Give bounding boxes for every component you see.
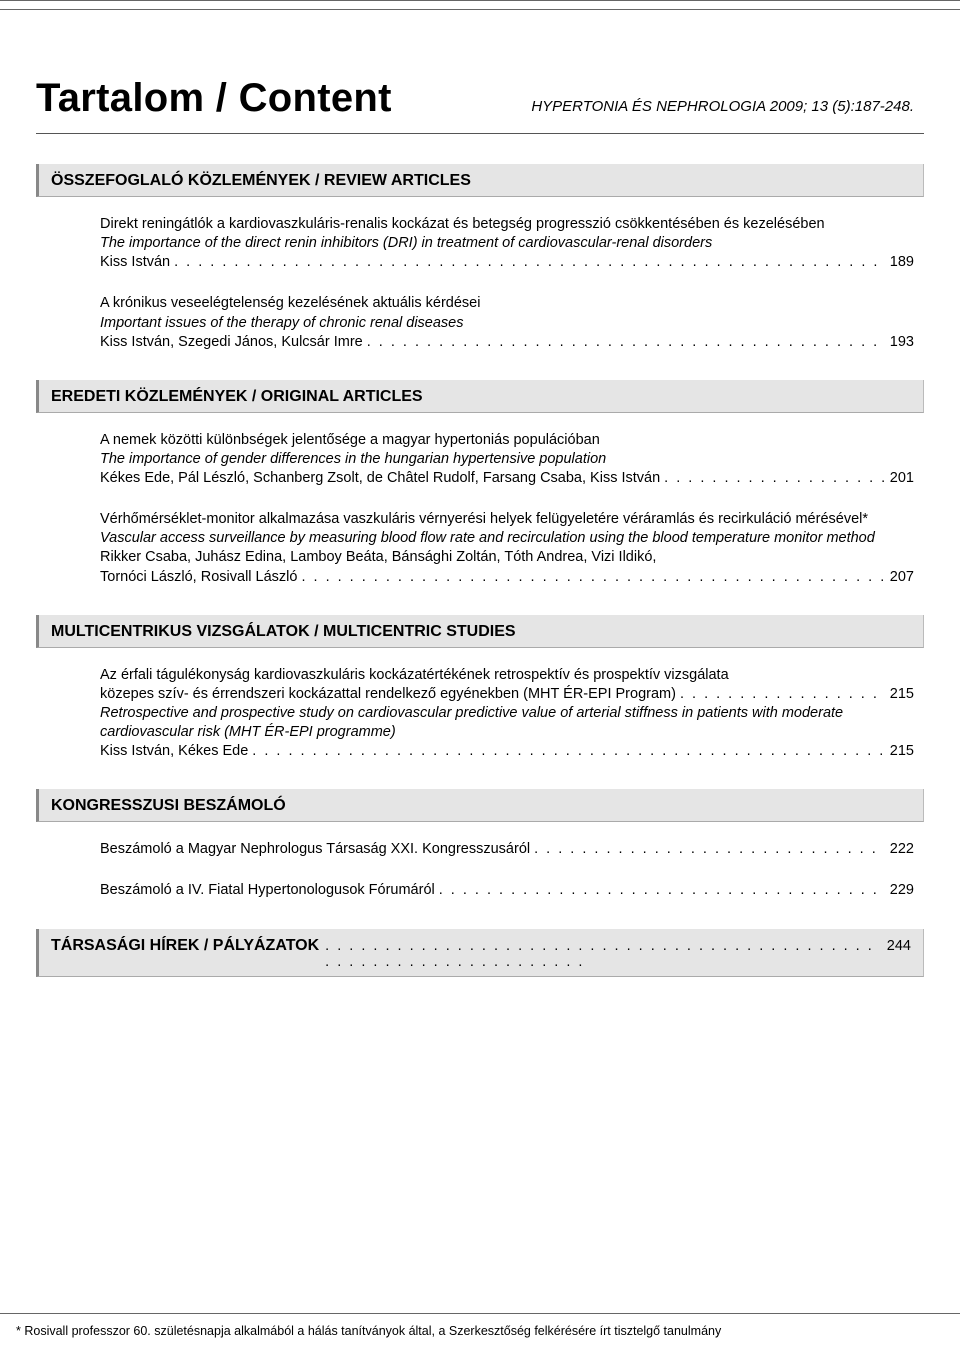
leader-lead-text: Kiss István, Szegedi János, Kulcsár Imre: [100, 333, 363, 352]
leader-row: Kiss István. . . . . . . . . . . . . . .…: [100, 253, 914, 272]
leader-dots: . . . . . . . . . . . . . . . . . . . . …: [297, 568, 883, 587]
entry-line: Rikker Csaba, Juhász Edina, Lamboy Beáta…: [100, 548, 914, 567]
toc-entry: Direkt reningátlók a kardiovaszkuláris-r…: [100, 215, 914, 272]
section-entries: Beszámoló a Magyar Nephrologus Társaság …: [0, 822, 960, 900]
section-header: ÖSSZEFOGLALÓ KÖZLEMÉNYEK / REVIEW ARTICL…: [36, 164, 924, 197]
section-heading-text: EREDETI KÖZLEMÉNYEK / ORIGINAL ARTICLES: [51, 388, 423, 405]
leader-dots: . . . . . . . . . . . . . . . . . . . . …: [248, 742, 884, 761]
entry-line: Az érfali tágulékonyság kardiovaszkulári…: [100, 666, 914, 685]
leader-lead-text: közepes szív- és érrendszeri kockázattal…: [100, 685, 676, 704]
toc-entry: Vérhőmérséklet-monitor alkalmazása vaszk…: [100, 510, 914, 587]
entry-line: The importance of the direct renin inhib…: [100, 234, 914, 253]
toc-entry: Az érfali tágulékonyság kardiovaszkulári…: [100, 666, 914, 762]
page-number: 193: [884, 333, 914, 352]
toc-entry: A nemek közötti különbségek jelentősége …: [100, 431, 914, 488]
page-number: 229: [884, 881, 914, 900]
leader-dots: . . . . . . . . . . . . . . . . . . . . …: [530, 840, 884, 859]
journal-reference: HYPERTONIA ÉS NEPHROLOGIA 2009; 13 (5):1…: [531, 98, 914, 115]
leader-dots: . . . . . . . . . . . . . . . . . . . . …: [319, 938, 887, 970]
section-entries: Az érfali tágulékonyság kardiovaszkulári…: [0, 648, 960, 762]
leader-row: Kékes Ede, Pál Lészló, Schanberg Zsolt, …: [100, 469, 914, 488]
leader-row: Kiss István, Kékes Ede. . . . . . . . . …: [100, 742, 914, 761]
entry-line: Important issues of the therapy of chron…: [100, 314, 914, 333]
leader-row: Beszámoló a Magyar Nephrologus Társaság …: [100, 840, 914, 859]
sections-container: ÖSSZEFOGLALÓ KÖZLEMÉNYEK / REVIEW ARTICL…: [0, 164, 960, 901]
page-number: 201: [884, 469, 914, 488]
leader-lead-text: Kiss István: [100, 253, 170, 272]
page-number: 244: [887, 938, 911, 954]
entry-line: A nemek közötti különbségek jelentősége …: [100, 431, 914, 450]
section-header: MULTICENTRIKUS VIZSGÁLATOK / MULTICENTRI…: [36, 615, 924, 648]
leader-row: Tornóci László, Rosivall László. . . . .…: [100, 568, 914, 587]
section-header: KONGRESSZUSI BESZÁMOLÓ: [36, 789, 924, 822]
entry-line: A krónikus veseelégtelenség kezelésének …: [100, 294, 914, 313]
section-entries: Direkt reningátlók a kardiovaszkuláris-r…: [0, 197, 960, 352]
page-number: 222: [884, 840, 914, 859]
page-number: 189: [884, 253, 914, 272]
page-number: 215: [884, 685, 914, 704]
section-entries: A nemek közötti különbségek jelentősége …: [0, 413, 960, 587]
toc-entry: Beszámoló a IV. Fiatal Hypertonologusok …: [100, 881, 914, 900]
leader-row: Kiss István, Szegedi János, Kulcsár Imre…: [100, 333, 914, 352]
title-row: Tartalom / Content HYPERTONIA ÉS NEPHROL…: [0, 40, 960, 121]
section-heading-text: ÖSSZEFOGLALÓ KÖZLEMÉNYEK / REVIEW ARTICL…: [51, 172, 471, 189]
page-number: 207: [884, 568, 914, 587]
leader-row: Beszámoló a IV. Fiatal Hypertonologusok …: [100, 881, 914, 900]
leader-row: közepes szív- és érrendszeri kockázattal…: [100, 685, 914, 704]
leader-lead-text: Beszámoló a Magyar Nephrologus Társaság …: [100, 840, 530, 859]
page-number: 215: [884, 742, 914, 761]
entry-line: Vérhőmérséklet-monitor alkalmazása vaszk…: [100, 510, 914, 529]
title-underline: [36, 133, 924, 134]
leader-dots: . . . . . . . . . . . . . . . . . . . . …: [170, 253, 884, 272]
leader-dots: . . . . . . . . . . . . . . . . . . . . …: [363, 333, 884, 352]
entry-line: The importance of gender differences in …: [100, 450, 914, 469]
leader-dots: . . . . . . . . . . . . . . . . . . . . …: [676, 685, 884, 704]
section-heading-text: TÁRSASÁGI HÍREK / PÁLYÁZATOK: [51, 937, 319, 955]
footnote-text: * Rosivall professzor 60. születésnapja …: [16, 1324, 721, 1338]
top-double-rule: [0, 0, 960, 10]
footnote: * Rosivall professzor 60. születésnapja …: [0, 1313, 960, 1348]
entry-line: Retrospective and prospective study on c…: [100, 704, 914, 742]
toc-entry: A krónikus veseelégtelenség kezelésének …: [100, 294, 914, 351]
section-header: EREDETI KÖZLEMÉNYEK / ORIGINAL ARTICLES: [36, 380, 924, 413]
page: Tartalom / Content HYPERTONIA ÉS NEPHROL…: [0, 0, 960, 1348]
entry-line: Direkt reningátlók a kardiovaszkuláris-r…: [100, 215, 914, 234]
section-heading-text: KONGRESSZUSI BESZÁMOLÓ: [51, 797, 286, 814]
leader-lead-text: Kékes Ede, Pál Lészló, Schanberg Zsolt, …: [100, 469, 660, 488]
leader-lead-text: Kiss István, Kékes Ede: [100, 742, 248, 761]
page-title: Tartalom / Content: [36, 76, 392, 121]
section-heading-text: MULTICENTRIKUS VIZSGÁLATOK / MULTICENTRI…: [51, 623, 516, 640]
leader-lead-text: Tornóci László, Rosivall László: [100, 568, 297, 587]
leader-dots: . . . . . . . . . . . . . . . . . . . . …: [435, 881, 884, 900]
entry-line: Vascular access surveillance by measurin…: [100, 529, 914, 548]
leader-lead-text: Beszámoló a IV. Fiatal Hypertonologusok …: [100, 881, 435, 900]
toc-entry: Beszámoló a Magyar Nephrologus Társaság …: [100, 840, 914, 859]
leader-dots: . . . . . . . . . . . . . . . . . . . . …: [660, 469, 884, 488]
section-header-tail: TÁRSASÁGI HÍREK / PÁLYÁZATOK . . . . . .…: [36, 929, 924, 977]
